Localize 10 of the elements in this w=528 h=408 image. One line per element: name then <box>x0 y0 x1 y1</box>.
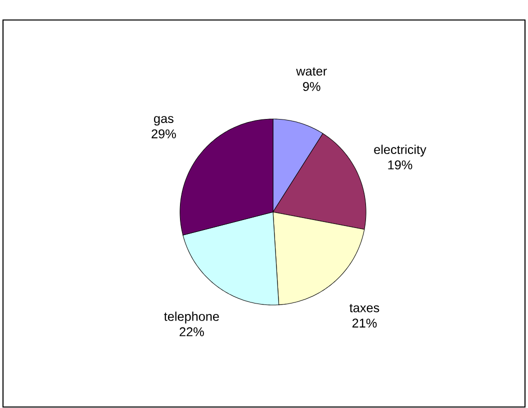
data-label: 9% <box>303 82 320 91</box>
slice-label: taxes <box>350 304 380 312</box>
data-label: 19% <box>388 160 412 170</box>
slice-label: water <box>296 67 327 76</box>
slice-label: telephone <box>164 312 219 324</box>
data-label: 22% <box>180 327 204 336</box>
slice-label: electricity <box>374 144 426 157</box>
data-label: 21% <box>352 318 377 328</box>
slice-label: gas <box>154 116 174 126</box>
data-label: 29% <box>152 129 176 138</box>
